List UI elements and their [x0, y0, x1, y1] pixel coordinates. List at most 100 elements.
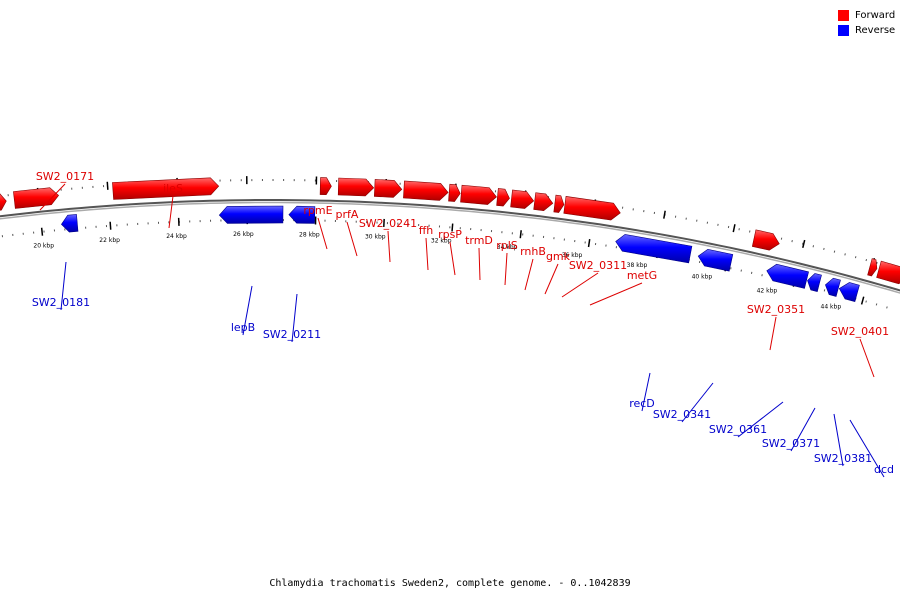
scale-label: 20 kbp [33, 243, 54, 250]
label-leader [168, 195, 174, 229]
major-tick [587, 238, 591, 248]
gene-forward [373, 179, 403, 198]
gene-label: trmD [465, 234, 493, 247]
minor-tick [865, 258, 868, 262]
scale-label: 42 kbp [757, 288, 778, 295]
gene-forward [876, 260, 900, 285]
gene-label: gmk [546, 250, 571, 263]
label-leader [242, 285, 253, 336]
scale-label: 44 kbp [821, 304, 842, 311]
major-tick [106, 181, 109, 190]
major-tick [519, 230, 522, 239]
label-leader [60, 261, 67, 311]
gene-label: SW2_0211 [263, 328, 321, 341]
gene-label: SW2_0371 [762, 437, 820, 450]
gene-reverse [615, 234, 693, 264]
gene-label: SW2_0381 [814, 452, 872, 465]
forward-swatch [838, 10, 849, 21]
label-leader [790, 407, 816, 452]
genes [0, 177, 900, 302]
gene-label: rpsP [438, 228, 462, 241]
scale-label: 24 kbp [166, 233, 187, 240]
gene-forward [337, 177, 375, 197]
major-tick [109, 221, 112, 230]
legend-forward-label: Forward [855, 10, 896, 21]
legend-forward: Forward [838, 8, 895, 23]
label-leader [449, 241, 456, 276]
gene-reverse [61, 214, 79, 233]
label-leader [317, 217, 328, 250]
gene-label: rpmE [303, 204, 332, 217]
gene-label: SW2_0311 [569, 259, 627, 272]
scale-label: 26 kbp [233, 231, 254, 238]
major-tick [732, 224, 736, 233]
gene-label: SW2_0361 [709, 423, 767, 436]
major-tick [663, 210, 666, 219]
gene-label: SW2_0401 [831, 325, 889, 338]
gene-reverse [766, 263, 809, 289]
minor-tick [865, 300, 867, 303]
gene-reverse [825, 277, 841, 297]
label-leader [504, 252, 508, 286]
gene-label: recD [629, 397, 655, 410]
legend-reverse: Reverse [838, 23, 895, 38]
gene-forward [563, 196, 621, 221]
legend-reverse-label: Reverse [855, 25, 896, 36]
gene-label: lepB [231, 321, 255, 334]
label-leader [524, 258, 534, 291]
label-leader [737, 401, 784, 438]
gene-forward [510, 189, 535, 209]
gene-reverse [807, 273, 822, 292]
gene-forward [751, 229, 780, 251]
major-tick [802, 239, 806, 248]
label-leader [641, 372, 651, 412]
gene-forward [553, 194, 565, 213]
label-leader [859, 338, 875, 378]
minor-tick [886, 306, 888, 309]
label-leader [589, 282, 643, 306]
label-leader [561, 272, 599, 298]
gene-forward [533, 192, 554, 212]
major-tick [451, 223, 454, 232]
backbone [0, 199, 900, 294]
gene-label: metG [627, 269, 657, 282]
label-leader [681, 382, 714, 423]
gene-forward [448, 183, 461, 202]
minor-tick [844, 253, 846, 256]
gene-label: ffh [419, 224, 434, 237]
label-leader [425, 237, 429, 271]
scale-label: 28 kbp [299, 231, 320, 238]
gene-forward [112, 177, 220, 200]
gene-reverse [218, 205, 284, 224]
genome-title: Chlamydia trachomatis Sweden2, complete … [269, 578, 631, 589]
gene-label: dcd [874, 463, 894, 476]
gene-forward [496, 188, 510, 207]
gene-label: ileS [163, 182, 183, 195]
major-tick [40, 227, 44, 236]
gene-label: SW2_0171 [36, 170, 94, 183]
gene-label: SW2_0341 [653, 408, 711, 421]
scale-label: 34 kbp [497, 244, 518, 251]
gene-forward [0, 193, 7, 211]
backbone-line-inner [0, 201, 900, 294]
backbone-line-outer [0, 199, 900, 292]
gene-reverse [697, 248, 734, 272]
gene-reverse [838, 282, 860, 302]
label-leader [346, 221, 358, 257]
gene-label: SW2_0181 [32, 296, 90, 309]
label-leader [769, 316, 777, 351]
gene-forward [867, 258, 878, 277]
gene-label: SW2_0351 [747, 303, 805, 316]
label-leader [39, 183, 66, 211]
label-leader [291, 293, 298, 343]
gene-forward [460, 184, 497, 205]
scale-label: 40 kbp [692, 274, 713, 281]
gene-label: SW2_0241 [359, 217, 417, 230]
gene-reverse [288, 205, 316, 224]
scale-label: 36 kbp [562, 252, 583, 259]
gene-forward [319, 177, 332, 196]
gene-label: prfA [336, 208, 359, 221]
scale-label: 32 kbp [431, 238, 452, 245]
